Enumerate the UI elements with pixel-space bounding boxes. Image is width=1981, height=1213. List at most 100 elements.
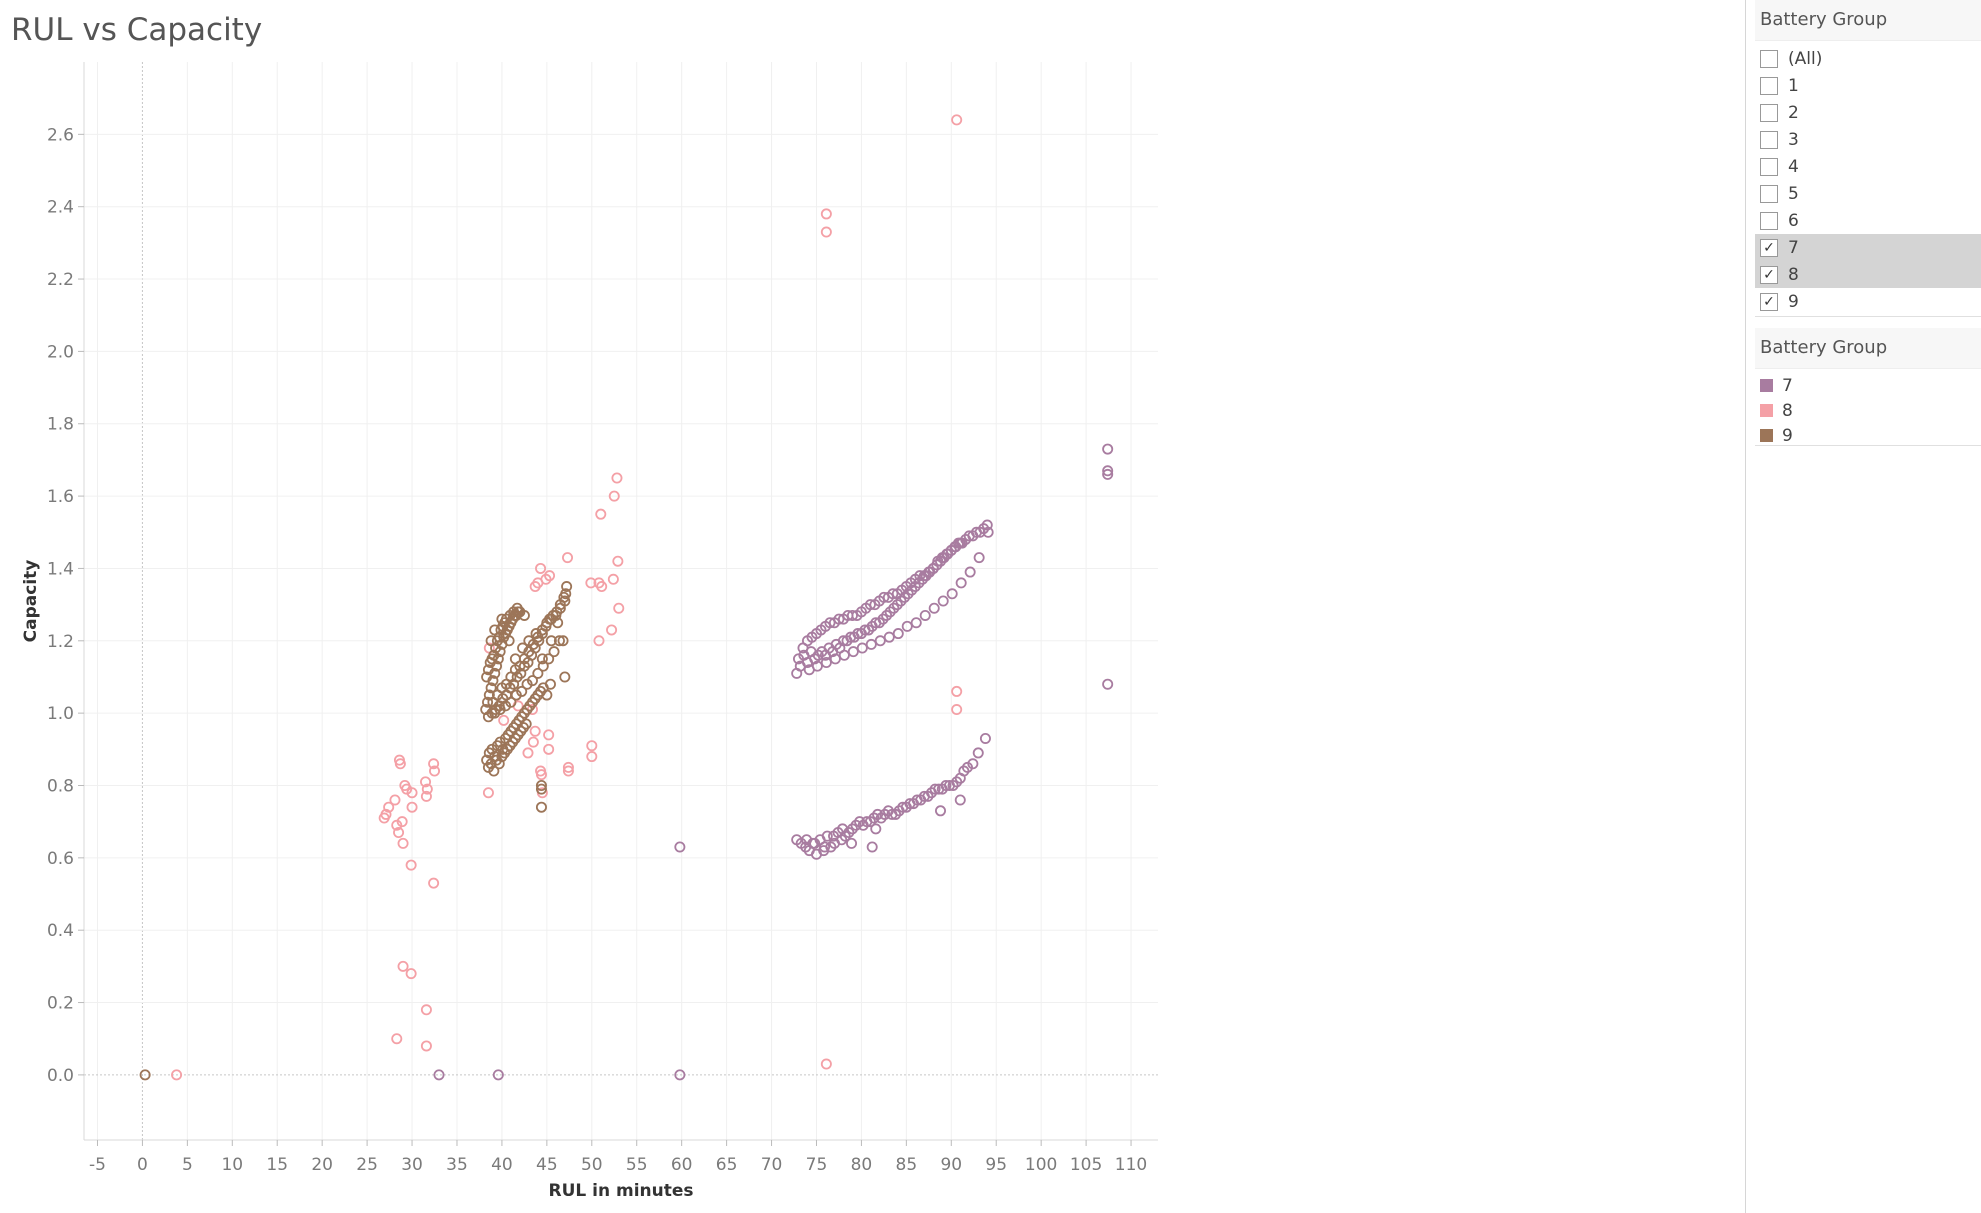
data-point[interactable] bbox=[397, 837, 409, 849]
data-point[interactable] bbox=[981, 519, 993, 531]
data-point[interactable] bbox=[482, 696, 494, 708]
data-point[interactable] bbox=[552, 617, 564, 629]
data-point[interactable] bbox=[955, 577, 967, 589]
data-point[interactable] bbox=[929, 783, 941, 795]
data-point[interactable] bbox=[420, 1040, 432, 1052]
data-point[interactable] bbox=[595, 508, 607, 520]
data-point[interactable] bbox=[888, 602, 900, 614]
data-point[interactable] bbox=[910, 617, 922, 629]
data-point[interactable] bbox=[421, 783, 433, 795]
data-point[interactable] bbox=[553, 635, 565, 647]
data-point[interactable] bbox=[820, 226, 832, 238]
data-point[interactable] bbox=[846, 837, 858, 849]
data-point[interactable] bbox=[535, 562, 547, 574]
filter-item[interactable]: 1 bbox=[1755, 72, 1981, 99]
data-point[interactable] bbox=[543, 729, 555, 741]
data-point[interactable] bbox=[596, 581, 608, 593]
data-point[interactable] bbox=[1102, 468, 1114, 480]
data-point[interactable] bbox=[171, 1069, 183, 1081]
data-point[interactable] bbox=[429, 765, 441, 777]
data-point[interactable] bbox=[383, 801, 395, 813]
data-point[interactable] bbox=[405, 859, 417, 871]
data-point[interactable] bbox=[593, 635, 605, 647]
data-point[interactable] bbox=[820, 208, 832, 220]
data-point[interactable] bbox=[544, 678, 556, 690]
data-point[interactable] bbox=[526, 675, 538, 687]
data-point[interactable] bbox=[891, 599, 903, 611]
data-point[interactable] bbox=[892, 628, 904, 640]
checkbox[interactable] bbox=[1760, 76, 1778, 95]
data-point[interactable] bbox=[946, 588, 958, 600]
data-point[interactable] bbox=[613, 602, 625, 614]
data-point[interactable] bbox=[793, 653, 805, 665]
data-point[interactable] bbox=[493, 758, 505, 770]
filter-item[interactable]: 6 bbox=[1755, 207, 1981, 234]
data-point[interactable] bbox=[406, 787, 418, 799]
data-point[interactable] bbox=[394, 758, 406, 770]
data-point[interactable] bbox=[397, 960, 409, 972]
data-point[interactable] bbox=[847, 646, 859, 658]
data-point[interactable] bbox=[951, 685, 963, 697]
data-point[interactable] bbox=[947, 779, 959, 791]
data-point[interactable] bbox=[537, 660, 549, 672]
checkbox[interactable] bbox=[1760, 49, 1778, 68]
data-point[interactable] bbox=[825, 841, 837, 853]
data-point[interactable] bbox=[389, 794, 401, 806]
filter-item[interactable]: (All) bbox=[1755, 45, 1981, 72]
data-point[interactable] bbox=[485, 682, 497, 694]
legend-item[interactable]: 7 bbox=[1755, 373, 1981, 398]
data-point[interactable] bbox=[820, 1058, 832, 1070]
data-point[interactable] bbox=[529, 725, 541, 737]
checkbox[interactable]: ✓ bbox=[1760, 292, 1778, 311]
data-point[interactable] bbox=[878, 591, 890, 603]
data-point[interactable] bbox=[520, 718, 532, 730]
data-point[interactable] bbox=[928, 602, 940, 614]
data-point[interactable] bbox=[562, 761, 574, 773]
data-point[interactable] bbox=[517, 642, 529, 654]
scatter-plot[interactable]: -5 0 5 10 15 20 25 30 35 40 45 50 55 60 65 70 75 80 85 90 95… bbox=[0, 0, 1180, 1213]
data-point[interactable] bbox=[488, 649, 500, 661]
data-point[interactable] bbox=[901, 620, 913, 632]
data-point[interactable] bbox=[914, 570, 926, 582]
data-point[interactable] bbox=[489, 624, 501, 636]
data-point[interactable] bbox=[809, 837, 821, 849]
data-point[interactable] bbox=[964, 566, 976, 578]
data-point[interactable] bbox=[879, 808, 891, 820]
legend-item[interactable]: 9 bbox=[1755, 423, 1981, 448]
data-point[interactable] bbox=[863, 624, 875, 636]
filter-item[interactable]: ✓ 9 bbox=[1755, 288, 1981, 315]
data-point[interactable] bbox=[433, 1069, 445, 1081]
data-point[interactable] bbox=[674, 841, 686, 853]
data-point[interactable] bbox=[393, 827, 405, 839]
data-point[interactable] bbox=[406, 801, 418, 813]
data-point[interactable] bbox=[887, 588, 899, 600]
data-point[interactable] bbox=[890, 808, 902, 820]
data-point[interactable] bbox=[496, 613, 508, 625]
data-point[interactable] bbox=[833, 613, 845, 625]
data-point[interactable] bbox=[482, 664, 494, 676]
data-point[interactable] bbox=[522, 747, 534, 759]
data-point[interactable] bbox=[884, 606, 896, 618]
data-point[interactable] bbox=[954, 537, 966, 549]
data-point[interactable] bbox=[541, 689, 553, 701]
data-point[interactable] bbox=[428, 877, 440, 889]
data-point[interactable] bbox=[509, 653, 521, 665]
data-point[interactable] bbox=[505, 696, 517, 708]
data-point[interactable] bbox=[511, 671, 523, 683]
data-point[interactable] bbox=[937, 595, 949, 607]
data-point[interactable] bbox=[864, 816, 876, 828]
data-point[interactable] bbox=[586, 740, 598, 752]
data-point[interactable] bbox=[954, 794, 966, 806]
data-point[interactable] bbox=[500, 613, 512, 625]
data-point[interactable] bbox=[405, 968, 417, 980]
data-point[interactable] bbox=[974, 526, 986, 538]
legend-item[interactable]: 8 bbox=[1755, 398, 1981, 423]
data-point[interactable] bbox=[820, 656, 832, 668]
data-point[interactable] bbox=[1102, 465, 1114, 477]
data-point[interactable] bbox=[883, 631, 895, 643]
data-point[interactable] bbox=[559, 595, 571, 607]
data-point[interactable] bbox=[585, 577, 597, 589]
data-point[interactable] bbox=[518, 660, 530, 672]
data-point[interactable] bbox=[508, 606, 520, 618]
data-point[interactable] bbox=[560, 588, 572, 600]
